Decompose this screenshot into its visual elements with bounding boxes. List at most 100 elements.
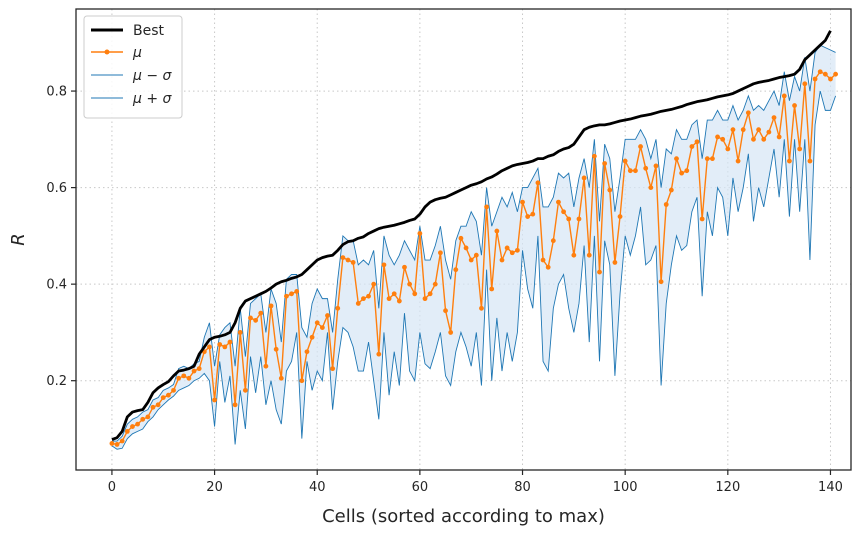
x-tick-label: 100 [613,480,638,495]
mu-point [299,378,305,384]
series-layer [109,30,839,450]
mu-point [432,281,438,287]
mu-point [263,363,269,369]
mu-point [438,250,443,256]
mu-point [607,187,613,193]
mu-point [638,144,643,149]
mu-point [361,296,366,302]
mu-point [761,136,767,142]
mu-point [833,71,839,77]
mu-point [273,346,279,352]
mu-point [484,204,489,210]
mu-point [468,257,474,263]
mu-point [109,441,115,446]
mu-point [289,291,294,297]
x-axis-label: Cells (sorted according to max) [322,506,605,527]
mu-point [412,291,418,297]
mu-point [828,76,833,82]
mu-point [479,305,484,311]
mu-point [710,156,715,162]
mu-point [674,156,679,162]
mu-point [745,110,751,116]
mu-point [740,127,746,133]
mu-point [807,158,813,164]
mu-point [704,156,710,162]
x-tick-label: 140 [818,480,843,495]
mu-point [699,216,705,222]
x-tick-label: 120 [715,480,740,495]
mu-point [355,301,361,306]
mu-point [545,264,551,270]
mu-point [668,187,674,193]
mu-point [735,158,741,164]
mu-point [345,257,351,263]
mu-point [530,211,536,217]
mu-point [602,161,608,166]
mu-point [597,269,602,275]
legend-box [83,15,183,119]
mu-point [576,216,582,222]
mu-point [376,351,382,357]
mu-point [181,373,187,379]
mu-point [509,250,515,256]
mu-point [458,235,464,241]
mu-point [258,310,264,316]
mu-point [443,308,448,314]
y-axis-label: R [8,233,29,246]
mu-point [566,216,572,222]
mu-point [381,262,387,268]
mu-point [561,209,566,215]
mu-point [227,339,233,345]
mu-point [242,387,248,393]
y-tick-label: 0.8 [46,85,67,100]
mu-point [427,291,433,297]
mu-point [514,247,520,253]
legend-best-label: Best [133,23,165,39]
mu-point [186,375,192,381]
mu-point [781,93,787,99]
mu-point [422,296,428,302]
mu-point [453,267,459,273]
mu-point [448,330,454,335]
mu-point [314,320,320,326]
mu-point [771,115,777,121]
mu-point [612,260,618,265]
mu-point [550,238,556,244]
mu-point [309,334,315,340]
mu-point [165,392,171,398]
mu-point [350,260,356,265]
mu-point [130,424,135,429]
mu-point [643,165,649,171]
mu-point [633,168,638,174]
mu-point [207,344,212,350]
mu-point [627,168,633,174]
mu-point [278,375,284,381]
mu-point [617,214,623,219]
legend-mu-minus-sigma-label: μ − σ [132,68,173,84]
mu-point [556,199,561,205]
mu-point [730,127,736,133]
mu-point [212,397,217,403]
mu-point [319,325,325,330]
mu-point [622,158,628,164]
best-line [111,30,832,441]
mu-point [494,228,500,234]
x-tick-label: 80 [514,480,531,495]
mu-point [535,180,541,186]
legend-mu-plus-sigma-label: μ + σ [132,91,173,107]
mu-point [371,281,377,287]
mu-point [217,342,223,347]
legend-mu-label: μ [132,45,142,61]
plot-frame [75,8,852,471]
mu-point [802,81,808,87]
mu-point [253,317,259,323]
mu-point [797,146,803,152]
mu-point [222,344,228,350]
mu-point [463,245,469,251]
mu-point [571,252,577,258]
mu-point [694,139,700,145]
mu-point [140,416,146,422]
y-tick-label: 0.4 [46,278,67,293]
mu-point [248,315,253,321]
